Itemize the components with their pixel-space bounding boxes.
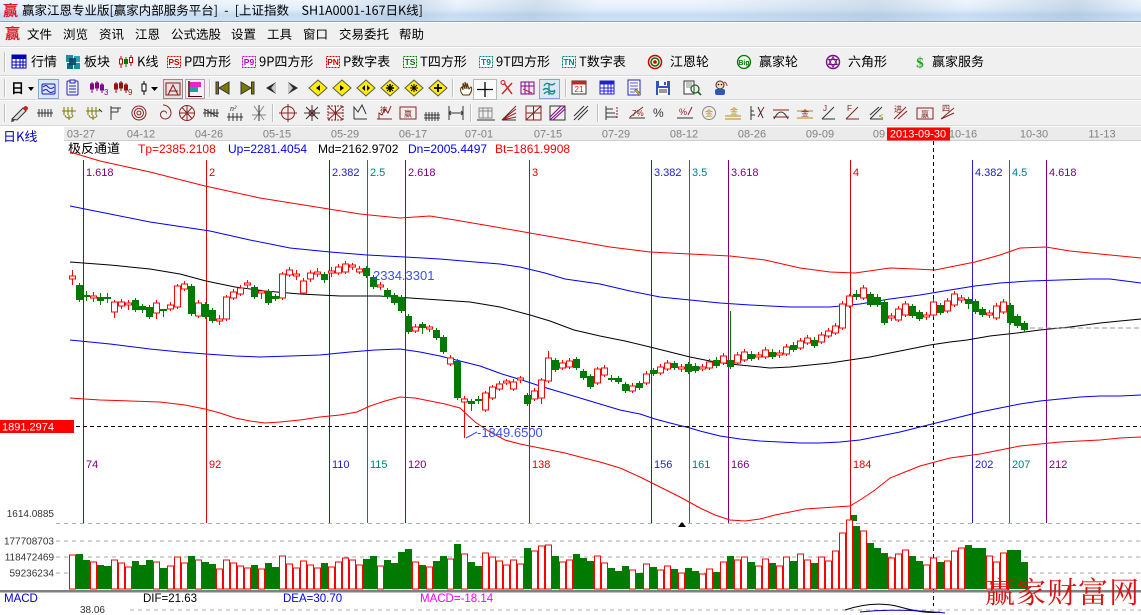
svg-text:金: 金: [730, 106, 738, 116]
svg-text:212: 212: [1049, 459, 1067, 471]
svg-text:TS: TS: [405, 57, 416, 67]
svg-text:156: 156: [654, 459, 672, 471]
svg-text:120: 120: [408, 459, 426, 471]
svg-text:161: 161: [692, 459, 710, 471]
svg-text:3.382: 3.382: [654, 167, 682, 179]
svg-text:110: 110: [332, 459, 350, 471]
svg-text:3: 3: [104, 88, 108, 97]
svg-text:-1849.6500: -1849.6500: [477, 425, 543, 440]
svg-text:21: 21: [575, 85, 584, 94]
svg-text:202: 202: [975, 459, 993, 471]
svg-text:进: 进: [894, 105, 902, 114]
svg-text:嬴: 嬴: [921, 109, 929, 119]
svg-text:07-15: 07-15: [534, 129, 562, 141]
svg-text:177708703: 177708703: [4, 537, 54, 548]
svg-text:Md=2162.9702: Md=2162.9702: [318, 142, 399, 156]
svg-text:J: J: [823, 104, 827, 113]
svg-text:09: 09: [873, 129, 885, 141]
svg-text:1614.0885: 1614.0885: [7, 509, 55, 520]
svg-text:MACD: MACD: [4, 593, 38, 605]
svg-text:金: 金: [801, 108, 809, 118]
svg-text:Up=2281.4054: Up=2281.4054: [228, 142, 307, 156]
svg-text:%: %: [679, 107, 687, 117]
svg-text:4.382: 4.382: [975, 167, 1003, 179]
svg-text:赢: 赢: [404, 109, 412, 119]
svg-text:DEA=30.70: DEA=30.70: [283, 593, 342, 605]
svg-text:P9: P9: [244, 57, 255, 67]
svg-text:59236234: 59236234: [10, 569, 55, 580]
svg-text:06-17: 06-17: [399, 129, 427, 141]
svg-text:2.618: 2.618: [408, 167, 436, 179]
svg-text:n²: n²: [230, 104, 237, 113]
svg-text:≤: ≤: [879, 112, 884, 121]
svg-text:3: 3: [532, 167, 538, 179]
svg-text:2: 2: [209, 167, 215, 179]
svg-text:118472469: 118472469: [5, 553, 55, 564]
svg-text:DIF=21.63: DIF=21.63: [143, 593, 197, 605]
svg-text:4.618: 4.618: [1049, 167, 1077, 179]
svg-text:2334.3301: 2334.3301: [373, 268, 434, 283]
svg-text:Tp=2385.2108: Tp=2385.2108: [138, 142, 216, 156]
svg-text:74: 74: [86, 459, 98, 471]
svg-text:38.06: 38.06: [80, 605, 105, 615]
svg-text:07-01: 07-01: [465, 129, 493, 141]
svg-text:05-29: 05-29: [331, 129, 359, 141]
svg-text:2.382: 2.382: [332, 167, 360, 179]
svg-text:四: 四: [942, 104, 950, 113]
svg-text:神: 神: [380, 105, 387, 114]
svg-text:115: 115: [370, 459, 388, 471]
svg-text:138: 138: [532, 459, 550, 471]
svg-text:184: 184: [853, 459, 871, 471]
svg-text:10-30: 10-30: [1020, 129, 1048, 141]
svg-text:04-12: 04-12: [127, 129, 155, 141]
svg-text:3.5: 3.5: [692, 167, 707, 179]
svg-text:1.618: 1.618: [86, 167, 114, 179]
svg-text:2013-09-30: 2013-09-30: [890, 129, 946, 141]
svg-text:9: 9: [128, 88, 132, 97]
svg-text:05-15: 05-15: [263, 129, 291, 141]
svg-text:F: F: [847, 104, 852, 113]
svg-text:207: 207: [1012, 459, 1030, 471]
svg-text:4.5: 4.5: [1012, 167, 1027, 179]
svg-text:Big: Big: [738, 60, 749, 67]
svg-text:92: 92: [209, 459, 221, 471]
svg-text:Dn=2005.4497: Dn=2005.4497: [408, 142, 487, 156]
svg-text:08-26: 08-26: [738, 129, 766, 141]
svg-text:2.5: 2.5: [370, 167, 385, 179]
svg-text:09-09: 09-09: [806, 129, 834, 141]
svg-text:07-29: 07-29: [602, 129, 630, 141]
svg-text:166: 166: [731, 459, 749, 471]
svg-text:金: 金: [705, 108, 713, 118]
svg-text:10-16: 10-16: [949, 129, 977, 141]
svg-text:11-13: 11-13: [1088, 129, 1115, 141]
svg-text:Bt=1861.9908: Bt=1861.9908: [495, 142, 570, 156]
svg-text:TN: TN: [563, 57, 574, 67]
svg-text:PS: PS: [168, 57, 180, 67]
svg-text:MACD=-18.14: MACD=-18.14: [420, 593, 494, 605]
svg-text:7%: 7%: [632, 109, 644, 118]
svg-text:03-27: 03-27: [67, 129, 95, 141]
svg-text:%: %: [653, 106, 664, 120]
svg-text:PN: PN: [327, 57, 339, 67]
svg-text:08-12: 08-12: [670, 129, 698, 141]
svg-text:$: $: [916, 56, 924, 71]
svg-text:04-26: 04-26: [195, 129, 223, 141]
svg-text:1891.2974: 1891.2974: [2, 422, 54, 434]
svg-text:3.618: 3.618: [731, 167, 759, 179]
svg-text:日: 日: [11, 81, 24, 96]
svg-text:T9: T9: [481, 57, 491, 67]
svg-text:4: 4: [853, 167, 859, 179]
